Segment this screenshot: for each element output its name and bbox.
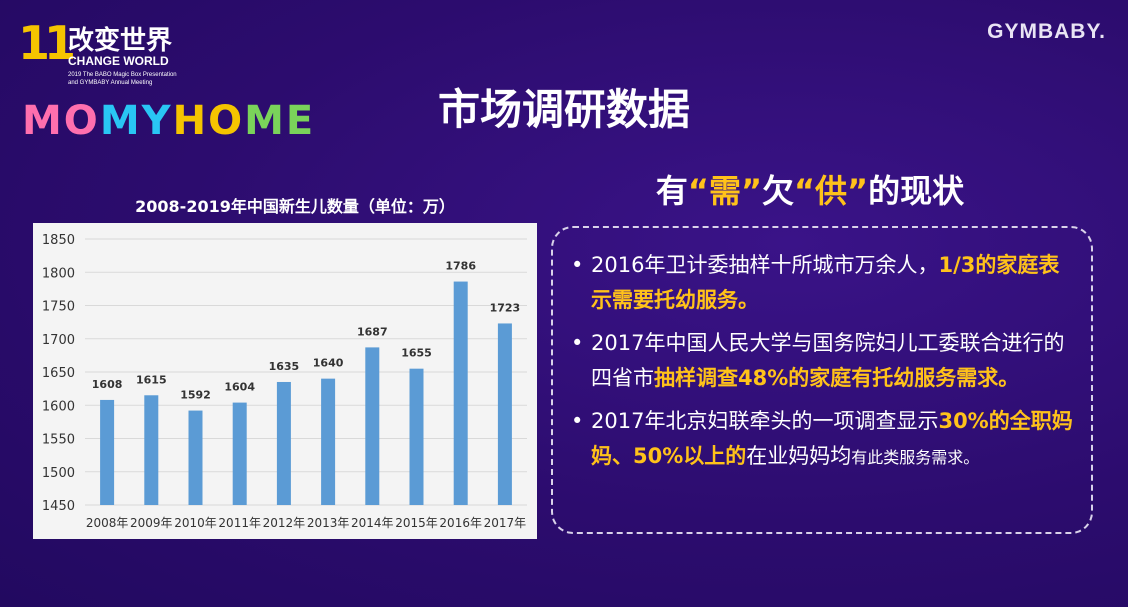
bar [276, 381, 291, 505]
data-label: 1786 [445, 260, 476, 273]
event-logo: 11 改变世界 CHANGE WORLD 2019 The BABO Magic… [18, 14, 318, 144]
bar [453, 281, 468, 505]
x-tick-label: 2009年 [130, 516, 173, 530]
bullet-text: 2016年卫计委抽样十所城市万余人， [591, 253, 939, 277]
x-tick-label: 2013年 [307, 516, 350, 530]
y-tick-label: 1800 [42, 266, 75, 281]
y-tick-label: 1450 [42, 499, 75, 514]
logo-en-title: CHANGE WORLD [68, 54, 169, 68]
bar [497, 323, 512, 505]
bullet-item: • 2017年北京妇联牵头的一项调查显示30%的全职妈妈、50%以上的在业妈妈均有… [571, 404, 1073, 475]
data-label: 1640 [313, 357, 344, 370]
bar [409, 368, 424, 505]
x-tick-label: 2014年 [351, 516, 394, 530]
bullet-item: • 2016年卫计委抽样十所城市万余人，1/3的家庭表示需要托幼服务。 [571, 248, 1073, 318]
data-label: 1592 [180, 389, 211, 402]
bar [232, 402, 247, 505]
logo-subtitle-line1: 2019 The BABO Magic Box Presentation [68, 72, 177, 78]
y-tick-label: 1750 [42, 300, 75, 315]
logo-subtitle-line2: and GYMBABY Annual Meeting [68, 80, 153, 86]
bullet-text: 在业妈妈均 [746, 444, 852, 468]
x-tick-label: 2015年 [395, 516, 438, 530]
bullet-highlight: 30%的全职妈妈、50%以上的 [591, 409, 1073, 468]
wordmark-part: MY [99, 98, 173, 144]
slide-title: 市场调研数据 [437, 85, 690, 134]
bar [144, 395, 159, 505]
momyhome-wordmark: MOMYHOME [22, 98, 315, 144]
bullet-dot: • [571, 253, 584, 277]
x-tick-label: 2016年 [439, 516, 482, 530]
bar [365, 347, 380, 505]
bullet-text: 2017年中国人民大学与国务院妇儿工委联合进行的四省市 [591, 331, 1065, 390]
heading-highlight-supply: “供” [794, 172, 869, 210]
heading-prefix: 有 [655, 172, 688, 210]
bar [188, 410, 203, 505]
bar-chart: 1450 1500 1550 1600 1650 1700 1750 1800 1850 1608… [33, 223, 537, 539]
x-tick-label: 2012年 [263, 516, 306, 530]
logo-cn-title: 改变世界 [68, 26, 173, 56]
data-label: 1604 [224, 381, 255, 394]
bullet-dot: • [571, 409, 584, 433]
x-tick-label: 2017年 [484, 516, 527, 530]
bullet-dot: • [571, 331, 584, 355]
heading-middle: 欠 [761, 172, 794, 210]
data-label: 1608 [92, 378, 123, 391]
y-tick-label: 1500 [42, 466, 75, 481]
data-label: 1687 [357, 325, 388, 338]
brand-logo: GYMBABY. [987, 20, 1106, 43]
wordmark-part: ME [244, 98, 316, 144]
data-label: 1655 [401, 347, 432, 360]
x-tick-label: 2011年 [218, 516, 261, 530]
heading-suffix: 的现状 [868, 172, 965, 210]
x-tick-label: 2008年 [86, 516, 129, 530]
bullet-list: • 2016年卫计委抽样十所城市万余人，1/3的家庭表示需要托幼服务。 • 2017年… [551, 226, 1093, 534]
y-tick-label: 1850 [42, 233, 75, 248]
y-tick-label: 1600 [42, 399, 75, 414]
bar [100, 399, 115, 505]
heading-highlight-demand: “需” [687, 172, 762, 210]
bullet-text: 2017年北京妇联牵头的一项调查显示 [591, 409, 939, 433]
bullet-item: • 2017年中国人民大学与国务院妇儿工委联合进行的四省市抽样调查48%的家庭有托… [571, 326, 1073, 396]
logo-number: 11 [18, 16, 76, 70]
data-label: 1635 [269, 360, 300, 373]
bar [321, 378, 336, 505]
bullet-highlight: 1/3的家庭表示需要托幼服务。 [591, 253, 1060, 312]
data-label: 1723 [490, 301, 521, 314]
section-heading: 有“需”欠“供”的现状 [560, 166, 1060, 212]
y-tick-label: 1700 [42, 333, 75, 348]
bullet-highlight: 抽样调查48%的家庭有托幼服务需求。 [654, 366, 1020, 390]
chart-title: 2008-2019年中国新生儿数量（单位：万） [135, 197, 455, 216]
data-label: 1615 [136, 373, 167, 386]
wordmark-part: MO [22, 98, 100, 144]
x-tick-label: 2010年 [174, 516, 217, 530]
bullet-text: 有此类服务需求。 [851, 448, 980, 467]
y-tick-label: 1650 [42, 366, 75, 381]
y-tick-label: 1550 [42, 433, 75, 448]
wordmark-part: HO [172, 98, 245, 144]
chart-svg: 1450 1500 1550 1600 1650 1700 1750 1800 1850 1608… [42, 233, 527, 530]
